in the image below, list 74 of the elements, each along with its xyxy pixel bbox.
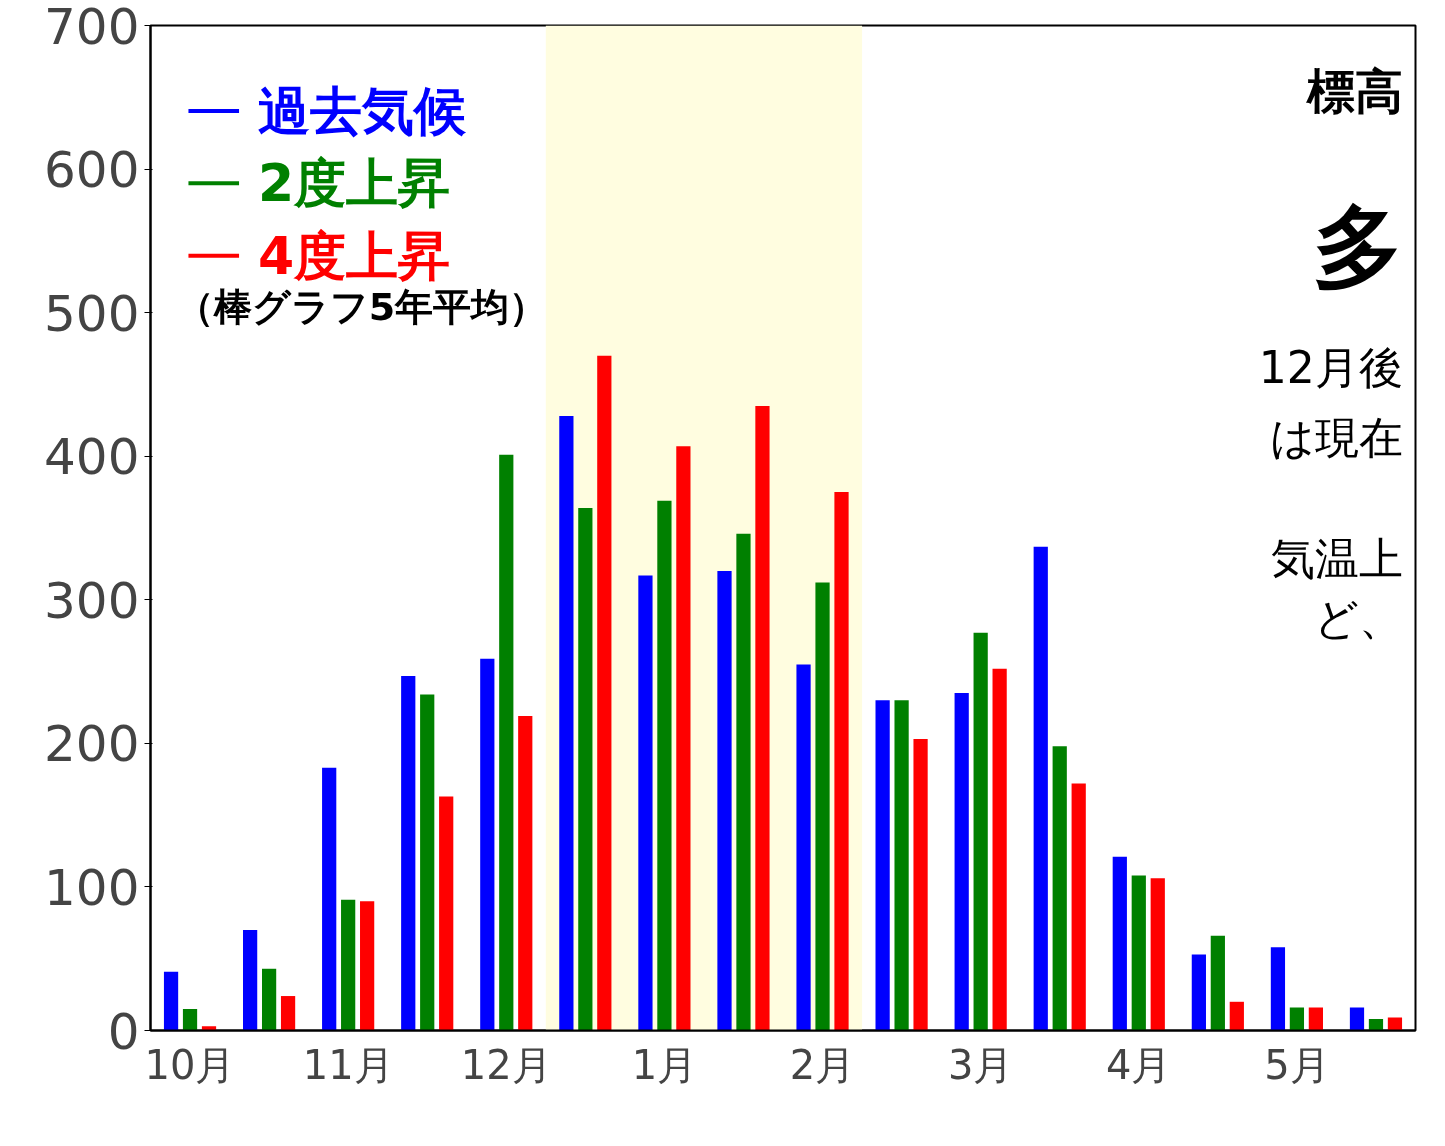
bar: [578, 507, 593, 1031]
y-tick-label: 600: [44, 141, 140, 200]
legend-label: 2度上昇: [258, 153, 451, 214]
annotation: 12月後: [1258, 341, 1403, 393]
bar: [755, 405, 770, 1031]
annotation: （棒グラフ5年平均）: [175, 284, 548, 329]
bar: [1308, 1007, 1323, 1031]
legend-label: 4度上昇: [258, 225, 451, 286]
y-tick-label: 700: [44, 0, 140, 56]
bar: [1150, 878, 1165, 1031]
bar: [1112, 856, 1127, 1031]
bar: [1270, 947, 1286, 1031]
bar: [913, 739, 928, 1031]
annotation: 気温上: [1270, 532, 1403, 584]
bar: [499, 454, 514, 1031]
x-tick-label: 3月: [947, 1041, 1014, 1088]
bar: [657, 500, 672, 1031]
bar: [1229, 1001, 1244, 1031]
bar: [1071, 783, 1086, 1031]
bar: [736, 533, 751, 1031]
bar: [1210, 935, 1225, 1031]
bar: [518, 716, 533, 1031]
bar: [1033, 546, 1048, 1031]
bar: [894, 700, 909, 1031]
x-tick-label: 2月: [789, 1041, 856, 1088]
bar: [638, 575, 653, 1031]
bar: [401, 675, 416, 1031]
bar: [992, 668, 1007, 1031]
bar: [717, 571, 732, 1031]
bar: [360, 901, 375, 1031]
annotation: ど、: [1313, 592, 1403, 644]
bar: [875, 700, 890, 1031]
y-tick-label: 0: [107, 1002, 140, 1061]
x-tick-label: 10月: [144, 1041, 236, 1088]
annotation: 多: [1312, 194, 1403, 300]
bar: [243, 930, 258, 1031]
y-tick-label: 200: [44, 715, 140, 774]
bar: [1368, 1019, 1384, 1031]
bar: [163, 971, 179, 1031]
bar: [973, 632, 988, 1031]
x-tick-label: 5月: [1264, 1041, 1330, 1088]
x-tick-label: 11月: [302, 1041, 394, 1088]
bar: [1191, 954, 1206, 1031]
y-tick-label: 400: [44, 428, 140, 487]
bar: [420, 694, 435, 1031]
y-tick-label: 300: [44, 571, 140, 630]
x-tick-label: 4月: [1106, 1041, 1172, 1088]
legend-label: 過去気候: [258, 80, 468, 141]
bar: [1387, 1017, 1403, 1031]
x-tick-label: 12月: [460, 1041, 552, 1088]
bar: [1349, 1007, 1365, 1031]
bar: [559, 416, 574, 1031]
bar: [676, 446, 691, 1031]
bar: [341, 899, 356, 1031]
bar: [597, 355, 612, 1031]
bar: [201, 1026, 217, 1031]
bar: [834, 492, 849, 1031]
annotation: は現在: [1269, 412, 1403, 464]
bar: [439, 796, 454, 1031]
bar: [182, 1008, 198, 1031]
x-tick-label: 1月: [631, 1041, 698, 1088]
bar: [261, 968, 277, 1031]
bar: [480, 658, 495, 1031]
bar: [954, 693, 969, 1031]
y-tick-label: 100: [44, 858, 140, 917]
bar: [1131, 875, 1146, 1031]
bar: [1052, 746, 1067, 1031]
y-tick-label: 500: [44, 284, 140, 343]
bar: [796, 664, 811, 1031]
bar: [1289, 1007, 1305, 1031]
annotation: 標高: [1304, 62, 1403, 119]
bar: [322, 767, 337, 1031]
bar: [280, 996, 296, 1031]
bar: [815, 582, 830, 1031]
